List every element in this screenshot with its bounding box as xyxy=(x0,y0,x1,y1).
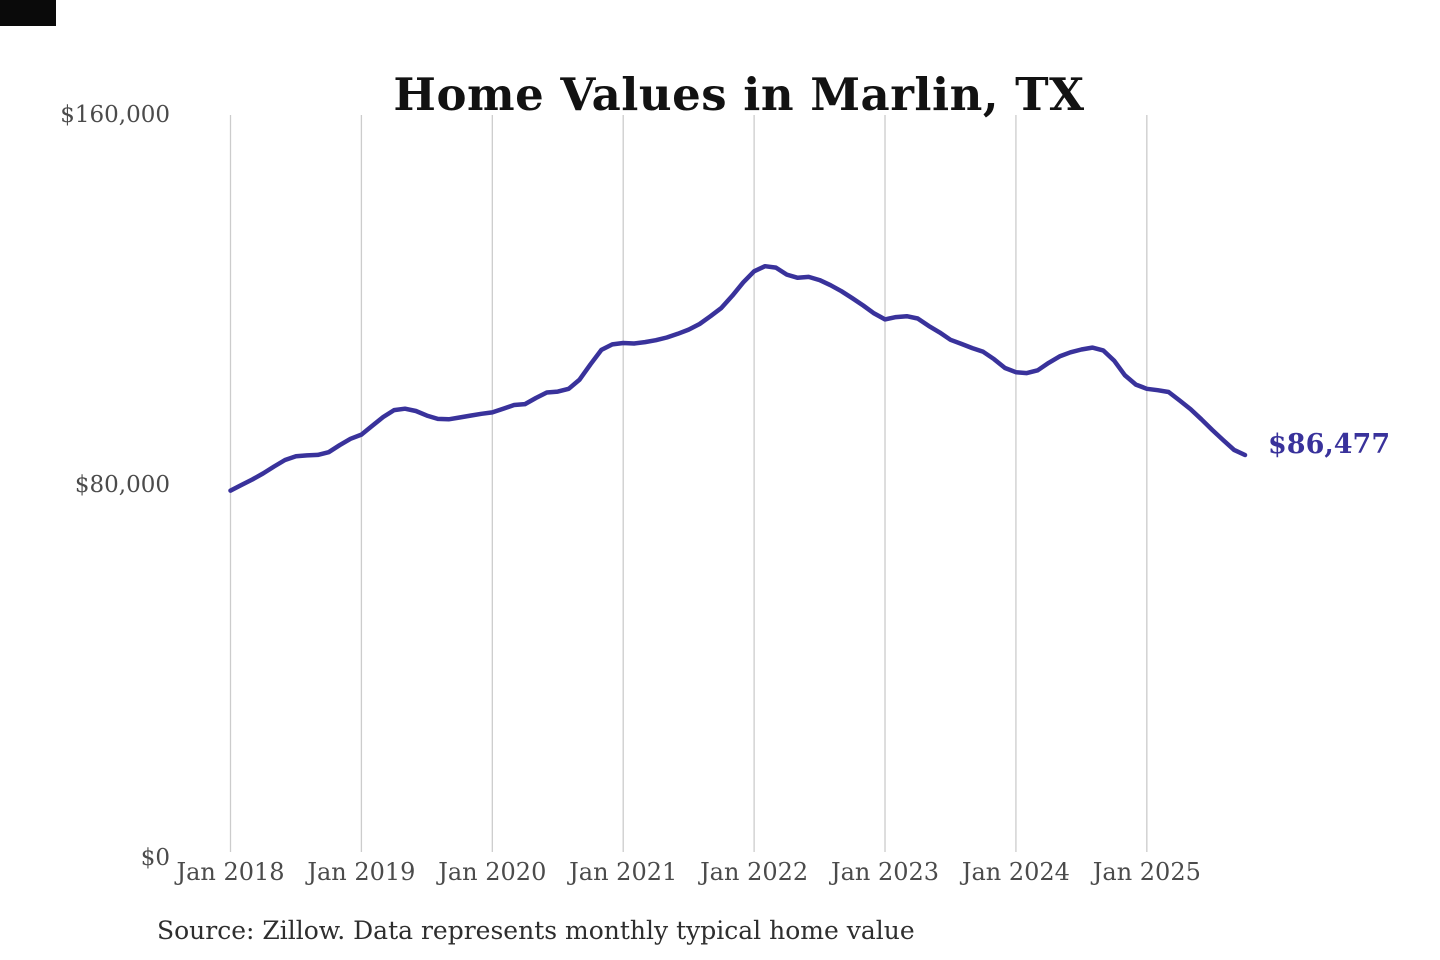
source-note: Source: Zillow. Data represents monthly … xyxy=(157,916,915,945)
y-axis-label-80000: $80,000 xyxy=(74,472,170,498)
y-axis-label-160000: $160,000 xyxy=(60,102,170,128)
end-value-label: $86,477 xyxy=(1268,429,1391,461)
chart-title: Home Values in Marlin, TX xyxy=(393,68,1085,122)
x-tick-2: Jan 2020 xyxy=(438,858,547,886)
home-value-line xyxy=(228,263,1248,493)
x-tick-1: Jan 2019 xyxy=(307,858,416,886)
screenshot-corner-artifact xyxy=(0,0,56,26)
x-tick-6: Jan 2024 xyxy=(961,858,1070,886)
y-axis-label-0: $0 xyxy=(140,845,170,871)
x-tick-0: Jan 2018 xyxy=(176,858,285,886)
x-tick-4: Jan 2022 xyxy=(700,858,809,886)
x-tick-7: Jan 2025 xyxy=(1092,858,1201,886)
x-tick-3: Jan 2021 xyxy=(569,858,678,886)
x-tick-5: Jan 2023 xyxy=(830,858,940,886)
